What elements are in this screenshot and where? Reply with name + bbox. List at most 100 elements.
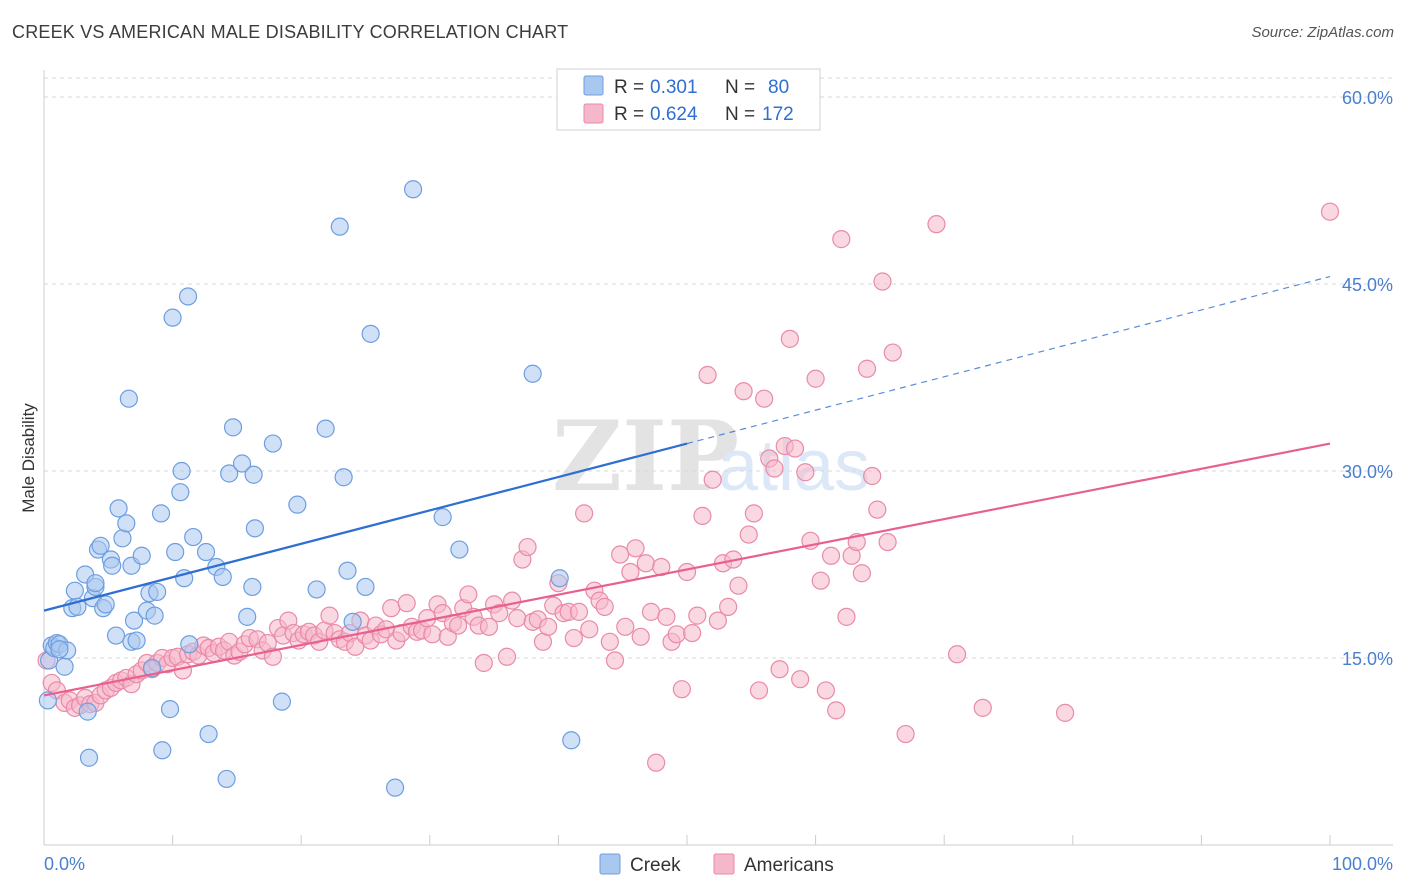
creek-point-76 bbox=[50, 640, 69, 659]
creek-point-29 bbox=[127, 631, 146, 650]
americans-point-153 bbox=[832, 230, 851, 249]
creek-point-21 bbox=[103, 556, 122, 575]
source-label: Source: ZipAtlas.com bbox=[1251, 24, 1394, 41]
americans-point-148 bbox=[806, 369, 825, 388]
trend-lines bbox=[43, 275, 1331, 697]
americans-point-158 bbox=[857, 359, 877, 378]
y-tick-label-1: 30.0% bbox=[1342, 462, 1393, 482]
creek-point-57 bbox=[245, 519, 265, 538]
americans-point-123 bbox=[677, 562, 697, 582]
creek-trend-extension bbox=[686, 275, 1331, 445]
americans-point-152 bbox=[827, 701, 846, 720]
creek-point-6 bbox=[55, 657, 74, 676]
creek-point-68 bbox=[385, 778, 405, 797]
creek-point-36 bbox=[151, 504, 171, 523]
creek-point-12 bbox=[78, 702, 97, 721]
creek-point-79 bbox=[178, 287, 198, 306]
creek-series bbox=[38, 180, 581, 797]
americans-point-169 bbox=[1320, 202, 1340, 221]
americans-point-110 bbox=[611, 545, 630, 564]
watermark-atlas: atlas bbox=[718, 426, 870, 506]
creek-point-35 bbox=[148, 582, 167, 602]
americans-point-127 bbox=[698, 365, 717, 385]
legend-americans-n-label: N = bbox=[725, 104, 755, 125]
americans-point-81 bbox=[459, 585, 478, 604]
creek-point-53 bbox=[232, 454, 252, 473]
creek-point-9 bbox=[65, 581, 84, 600]
americans-point-104 bbox=[580, 620, 599, 639]
creek-point-60 bbox=[307, 580, 326, 599]
bottom-legend-creek-label: Creek bbox=[630, 855, 681, 876]
legend-americans-r-value: 0.624 bbox=[650, 104, 698, 125]
americans-point-136 bbox=[744, 504, 763, 523]
legend-box: R = 0.301 N = 80 R = 0.624 N = 172 bbox=[556, 68, 821, 131]
americans-point-114 bbox=[631, 627, 650, 646]
americans-point-87 bbox=[490, 604, 509, 623]
americans-point-131 bbox=[719, 597, 738, 616]
creek-point-75 bbox=[79, 748, 99, 767]
creek-point-62 bbox=[330, 217, 349, 236]
x-ticks bbox=[43, 835, 1331, 845]
americans-point-145 bbox=[791, 670, 810, 689]
americans-point-160 bbox=[868, 500, 887, 519]
bottom-legend-americans-swatch bbox=[713, 853, 735, 875]
creek-point-37 bbox=[153, 741, 172, 760]
americans-point-115 bbox=[636, 554, 655, 573]
bottom-legend-creek-swatch bbox=[599, 853, 621, 875]
americans-point-116 bbox=[641, 602, 661, 621]
creek-point-42 bbox=[172, 461, 191, 481]
americans-point-125 bbox=[688, 606, 707, 625]
x-tick-label-100: 100.0% bbox=[1332, 854, 1393, 874]
americans-point-135 bbox=[739, 525, 758, 544]
americans-point-112 bbox=[621, 562, 640, 582]
americans-point-69 bbox=[397, 594, 416, 613]
americans-point-128 bbox=[703, 470, 722, 489]
creek-point-72 bbox=[523, 364, 542, 383]
creek-point-23 bbox=[109, 499, 128, 518]
legend-americans-n-value: 172 bbox=[762, 104, 794, 125]
creek-point-67 bbox=[356, 577, 375, 597]
americans-point-150 bbox=[816, 681, 835, 700]
legend-creek-r-label: R = bbox=[614, 77, 644, 98]
americans-point-119 bbox=[657, 607, 676, 626]
americans-point-122 bbox=[672, 680, 691, 699]
watermark-zip: ZIP bbox=[552, 400, 739, 513]
creek-point-15 bbox=[86, 574, 105, 593]
creek-point-78 bbox=[263, 434, 283, 453]
creek-point-55 bbox=[243, 577, 262, 597]
bottom-legend-americans-label: Americans bbox=[744, 855, 834, 876]
creek-point-73 bbox=[550, 569, 569, 588]
creek-point-30 bbox=[132, 546, 151, 565]
americans-point-126 bbox=[693, 506, 712, 525]
americans-point-102 bbox=[569, 602, 589, 621]
americans-point-159 bbox=[863, 466, 882, 486]
chart-title: CREEK VS AMERICAN MALE DISABILITY CORREL… bbox=[12, 22, 569, 42]
y-axis-title: Male Disability bbox=[19, 403, 38, 513]
americans-point-103 bbox=[575, 504, 594, 523]
y-tick-labels: 15.0% 30.0% 45.0% 60.0% bbox=[1342, 88, 1393, 669]
americans-point-164 bbox=[896, 724, 915, 744]
creek-point-0 bbox=[38, 691, 57, 710]
creek-point-33 bbox=[142, 658, 162, 678]
creek-point-49 bbox=[213, 567, 232, 587]
creek-point-34 bbox=[145, 606, 164, 625]
americans-point-66 bbox=[382, 599, 401, 618]
creek-point-50 bbox=[217, 769, 236, 789]
americans-point-117 bbox=[647, 753, 666, 772]
legend-creek-n-value: 80 bbox=[768, 77, 789, 98]
bottom-legend: Creek Americans bbox=[599, 853, 834, 876]
legend-americans-r-label: R = bbox=[614, 104, 644, 125]
y-tick-label-0: 15.0% bbox=[1342, 649, 1393, 669]
americans-point-129 bbox=[708, 611, 727, 630]
americans-point-144 bbox=[785, 439, 805, 458]
americans-point-74 bbox=[423, 625, 442, 644]
americans-point-111 bbox=[616, 617, 635, 636]
americans-point-54 bbox=[320, 606, 339, 625]
creek-point-66 bbox=[361, 324, 380, 343]
legend-americans-swatch bbox=[583, 103, 604, 124]
americans-point-165 bbox=[927, 215, 946, 234]
americans-point-113 bbox=[626, 539, 645, 558]
americans-point-84 bbox=[474, 653, 493, 673]
americans-point-161 bbox=[873, 272, 892, 291]
